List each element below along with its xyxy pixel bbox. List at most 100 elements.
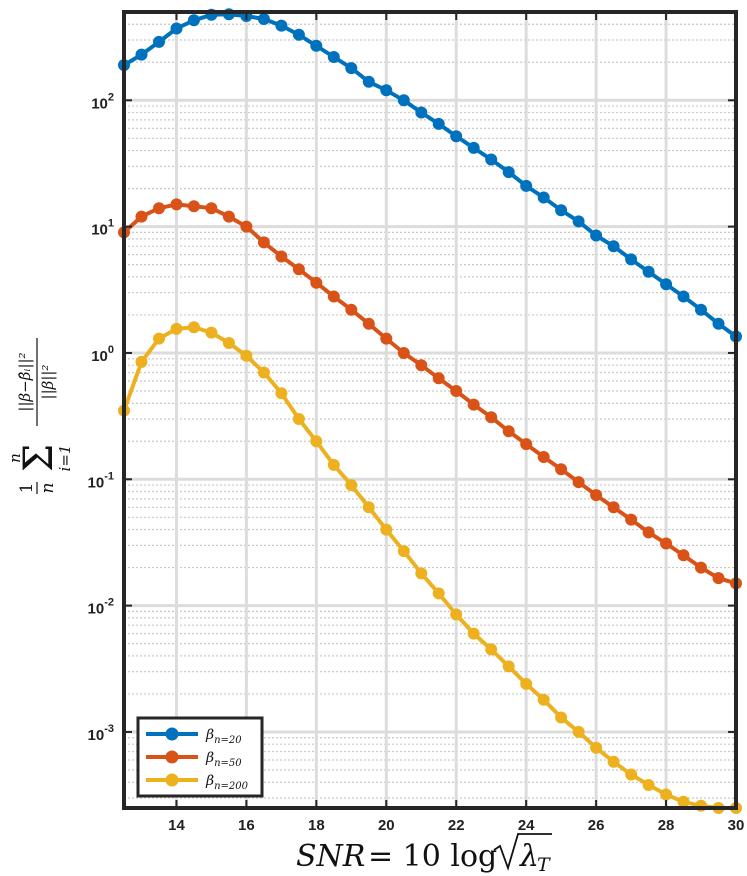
svg-text:1: 1 [17,483,37,494]
series-2-point [415,567,428,580]
x-tick-label: 28 [658,817,675,834]
x-tick-label: 22 [448,817,465,834]
series-2-point [485,643,498,656]
series-2-point [240,349,253,362]
series-1-point [607,501,620,514]
series-2-point [205,326,218,339]
series-0-point [695,303,707,316]
series-2-point [257,366,270,379]
series-0-point [345,62,358,75]
series-1-point [660,537,673,550]
series-layer [118,8,742,814]
series-0-point [275,19,288,32]
series-0-point [135,48,148,61]
x-tick-label: 16 [238,817,255,834]
series-0-point [520,179,533,192]
series-2-point [467,627,480,640]
series-0-point [677,290,690,303]
series-1-point [380,332,393,345]
legend-box [136,716,264,798]
series-0-point [467,141,480,154]
series-0-point [485,153,498,166]
x-tick-label: 26 [588,817,605,834]
svg-text:SNR: SNR [296,839,365,874]
y-axis-label: 1 n Σ n i=1 ||β−β̂ᵢ||² ||β||² [6,338,74,494]
series-1-point [677,549,690,562]
series-0-point [327,51,340,63]
series-2-point [380,523,393,536]
svg-text:Σ: Σ [16,444,62,472]
svg-text:||β−β̂ᵢ||²: ||β−β̂ᵢ||² [16,352,34,411]
series-0-point [257,13,270,25]
svg-text:= 10 log: = 10 log [368,839,497,874]
series-1-point [170,198,183,211]
svg-text:n: n [6,453,24,463]
series-1-point [292,263,305,276]
series-1-point [572,476,585,489]
series-2-point [572,725,585,738]
x-tick-label: 18 [308,817,325,834]
series-2-point [555,711,568,724]
series-2-point [275,387,288,400]
series-0-point [607,240,620,253]
series-1-point [712,572,725,585]
series-0-point [432,117,445,130]
series-0-point [590,229,603,242]
series-1-point [450,385,463,397]
series-2-point [625,768,638,781]
y-tick-label: 100 [91,344,114,365]
series-2-point [310,435,323,448]
series-0-point [187,14,200,27]
series-1-point [502,425,515,438]
series-2-point [327,458,340,471]
series-1-point [362,317,375,330]
series-0-point [415,106,428,119]
svg-text:||β||²: ||β||² [39,365,57,400]
x-tick-labels: 14 16 18 20 22 24 26 28 30 [168,817,744,834]
series-0-point [572,215,585,228]
x-tick-label: 30 [728,817,745,834]
series-1-point [415,359,428,372]
series-2-point [397,545,410,558]
series-0-point [625,253,638,266]
series-1-point [642,526,655,539]
series-2-point [292,413,305,425]
series-1-point [555,463,568,476]
series-2-point [187,321,200,334]
series-1-point [187,200,200,213]
series-0-point [153,35,165,48]
series-2-point [432,587,445,600]
y-tick-label: 10-2 [88,597,114,618]
series-1-point [537,451,550,463]
x-tick-label: 20 [378,817,395,834]
y-tick-label: 10-3 [88,723,114,744]
y-tick-label: 101 [91,218,114,239]
grid [124,11,738,808]
series-1-point [275,250,288,263]
plot-background [124,12,736,808]
series-0-point [642,265,655,278]
series-1-point [205,202,218,215]
series-1-point [135,210,148,223]
series-2-point [677,795,690,808]
series-1-point [695,561,707,574]
series-2-point [590,741,603,754]
y-tick-labels: 10-3 10-2 10-1 100 101 102 [88,91,114,744]
series-2-point [362,501,375,514]
svg-text:i=1: i=1 [56,445,74,472]
series-0-point [397,94,410,107]
series-0-point [502,166,515,179]
y-tick-label: 10-1 [88,470,114,491]
tick-marks [124,12,737,808]
series-0-point [362,75,375,88]
x-tick-label: 24 [518,817,535,834]
series-1-point [590,489,603,502]
series-1-point [240,220,253,233]
series-2-point [153,332,165,345]
svg-text:λ: λ [519,839,539,874]
series-2-point [607,755,620,768]
series-0-point [170,22,183,35]
series-2-point [345,479,358,492]
series-2-point [222,337,235,349]
